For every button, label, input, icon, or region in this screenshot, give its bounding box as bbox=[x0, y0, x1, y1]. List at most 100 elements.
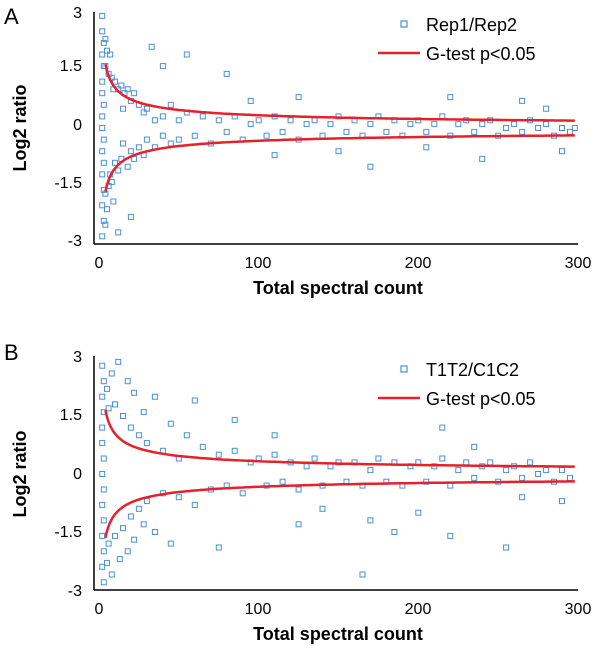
data-point bbox=[247, 121, 254, 128]
data-point bbox=[223, 70, 230, 77]
y-tick-label: 3 bbox=[73, 349, 82, 366]
x-tick-label: 0 bbox=[95, 255, 104, 272]
data-point bbox=[151, 529, 158, 535]
data-point bbox=[311, 117, 318, 124]
data-point bbox=[367, 163, 374, 170]
data-point bbox=[519, 128, 526, 135]
data-point bbox=[99, 90, 106, 97]
data-point bbox=[223, 128, 230, 135]
data-point bbox=[199, 113, 206, 120]
data-point bbox=[199, 443, 206, 450]
data-point bbox=[115, 229, 122, 236]
x-axis-title-b: Total spectral count bbox=[253, 624, 423, 644]
data-point bbox=[263, 132, 270, 139]
data-point bbox=[167, 420, 174, 427]
data-point bbox=[175, 494, 182, 501]
plot-area-b bbox=[99, 358, 575, 586]
data-point bbox=[104, 385, 110, 392]
data-point bbox=[115, 358, 122, 365]
data-point bbox=[479, 121, 486, 128]
x-tick-label: 0 bbox=[95, 601, 104, 618]
data-point bbox=[104, 47, 110, 54]
data-point bbox=[247, 97, 254, 104]
data-point bbox=[343, 128, 350, 135]
data-point bbox=[503, 125, 510, 131]
data-point bbox=[148, 43, 155, 50]
data-point bbox=[175, 136, 182, 143]
y-tick-label: 0 bbox=[73, 466, 82, 483]
data-point bbox=[383, 128, 390, 135]
data-point bbox=[559, 125, 565, 131]
data-point bbox=[99, 51, 106, 58]
data-point bbox=[143, 105, 150, 112]
data-point bbox=[112, 159, 118, 166]
threshold-curve-upper bbox=[104, 409, 575, 468]
data-point bbox=[99, 532, 106, 539]
data-point bbox=[279, 128, 286, 135]
axes-a bbox=[93, 12, 578, 245]
data-point bbox=[191, 501, 198, 508]
data-point bbox=[183, 51, 190, 58]
legend-b: T1T2/C1C2 G-test p<0.05 bbox=[378, 360, 536, 409]
data-point bbox=[108, 571, 115, 578]
data-point bbox=[303, 121, 310, 128]
data-point bbox=[271, 152, 278, 159]
data-point bbox=[455, 467, 462, 474]
y-tick-label: -1.5 bbox=[54, 175, 82, 192]
data-point bbox=[215, 544, 222, 551]
y-tick-label: 1.5 bbox=[60, 58, 82, 75]
y-tick-labels-b: 3 1.5 0 -1.5 -3 bbox=[54, 349, 82, 600]
data-point bbox=[99, 393, 106, 400]
data-point bbox=[100, 517, 107, 524]
panel-a: A 3 1.5 0 -1.5 -3 0 100 200 300 Total sp… bbox=[4, 4, 591, 298]
data-point bbox=[99, 28, 106, 35]
data-point bbox=[108, 179, 115, 186]
data-point bbox=[102, 36, 109, 43]
threshold-curve-lower bbox=[104, 480, 575, 539]
data-point bbox=[159, 132, 166, 139]
data-point bbox=[124, 163, 131, 170]
data-point bbox=[105, 405, 112, 412]
data-point bbox=[423, 128, 430, 135]
legend-marker-points bbox=[400, 365, 408, 373]
data-point bbox=[167, 140, 174, 147]
data-point bbox=[104, 559, 110, 566]
data-point bbox=[99, 362, 106, 369]
legend-label-curve: G-test p<0.05 bbox=[426, 44, 536, 64]
data-point bbox=[279, 478, 286, 485]
data-point bbox=[107, 51, 114, 58]
threshold-curve-lower bbox=[104, 134, 575, 193]
data-point bbox=[271, 451, 278, 458]
data-point bbox=[471, 128, 478, 135]
data-point bbox=[295, 521, 302, 528]
x-tick-labels-a: 0 100 200 300 bbox=[95, 255, 592, 272]
data-point bbox=[100, 39, 107, 46]
data-point bbox=[143, 440, 150, 447]
plot-area-a bbox=[99, 12, 578, 240]
data-point bbox=[100, 217, 107, 224]
data-point bbox=[120, 105, 126, 112]
data-point bbox=[100, 455, 107, 462]
data-point bbox=[124, 548, 131, 555]
y-tick-label: 3 bbox=[73, 5, 82, 22]
data-point bbox=[108, 370, 115, 377]
data-point bbox=[99, 233, 106, 240]
data-point bbox=[143, 136, 150, 143]
data-point bbox=[116, 556, 123, 563]
data-point bbox=[471, 443, 478, 450]
data-point bbox=[519, 97, 526, 104]
data-point bbox=[140, 409, 147, 416]
data-point bbox=[99, 440, 106, 447]
data-point bbox=[367, 517, 374, 524]
data-point bbox=[367, 467, 374, 474]
data-point bbox=[112, 532, 118, 539]
data-point bbox=[255, 117, 262, 124]
data-point bbox=[543, 121, 550, 128]
data-point bbox=[99, 471, 106, 477]
data-point bbox=[375, 455, 382, 462]
data-point bbox=[120, 413, 126, 419]
data-point bbox=[140, 109, 147, 116]
data-point bbox=[99, 148, 106, 155]
data-point bbox=[447, 94, 454, 101]
y-tick-label: -3 bbox=[68, 233, 82, 250]
